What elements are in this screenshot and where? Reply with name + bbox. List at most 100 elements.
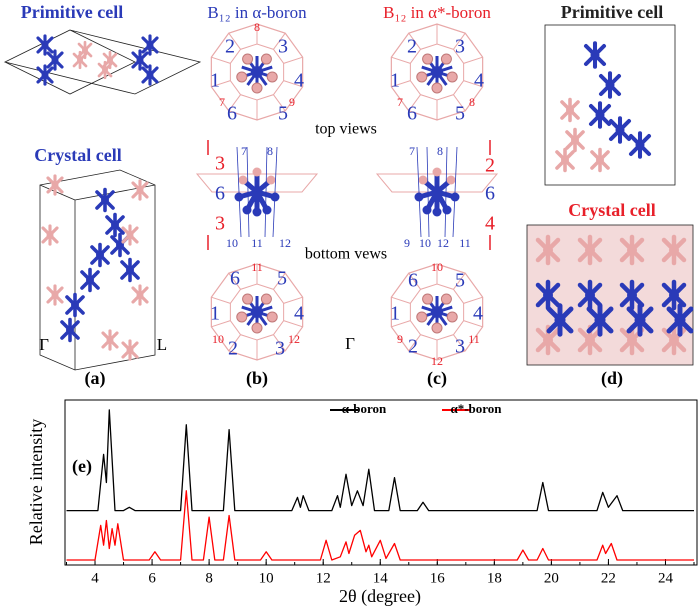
site-number: 2 (407, 36, 417, 58)
panel-b-title: B₁₂ in α-boron (207, 3, 307, 22)
panel-d-primitive-title: Primitive cell (561, 2, 663, 22)
atom (236, 311, 248, 323)
site-number: 10 (419, 236, 431, 250)
atom-cluster (577, 279, 603, 311)
spoke (463, 320, 483, 328)
atom (41, 41, 49, 49)
site-number: 8 (267, 144, 273, 158)
site-number: 3 (215, 213, 225, 235)
atom-cluster (90, 242, 110, 268)
site-number: 3 (278, 36, 288, 58)
atom (594, 314, 606, 326)
site-number: 2 (225, 36, 235, 58)
series-line (66, 409, 694, 512)
panel-c-title: B₁₂ in α*-boron (383, 3, 491, 22)
atom (605, 80, 615, 90)
site-number: 7 (219, 95, 225, 109)
atom (543, 335, 553, 345)
site-number: 2 (408, 336, 418, 358)
atom (585, 245, 595, 255)
y-axis-label: Relative intensity (26, 419, 46, 545)
atom-cluster (661, 279, 687, 311)
site-number: 4 (485, 213, 495, 235)
atom (432, 207, 442, 217)
atom (674, 314, 686, 326)
site-number: 2 (485, 155, 495, 177)
site-number: 11 (459, 236, 471, 250)
atom (41, 71, 49, 79)
atom-cluster (120, 257, 140, 283)
site-number: 5 (278, 103, 288, 125)
site-number: 6 (230, 268, 240, 290)
atom (251, 306, 263, 318)
atom (561, 156, 569, 164)
atom (107, 57, 113, 63)
plot-frame (64, 399, 698, 566)
atom (71, 301, 79, 309)
atom (446, 175, 456, 185)
atom (595, 110, 605, 120)
atom (96, 251, 104, 259)
spoke (391, 296, 411, 304)
spoke (273, 334, 286, 352)
atom (422, 53, 434, 65)
site-number: 5 (455, 103, 465, 125)
cell-outline (526, 224, 694, 366)
atom-cluster (141, 64, 159, 86)
atom-cluster (608, 116, 632, 144)
x-tick-label: 12 (316, 570, 331, 586)
atom (102, 67, 108, 73)
site-number: 7 (397, 95, 403, 109)
panel-a-crystal-title: Crystal cell (34, 145, 121, 165)
site-number: 3 (275, 338, 285, 360)
atom (252, 167, 262, 177)
cell-edge (39, 184, 76, 201)
atom (418, 175, 428, 185)
spoke (283, 80, 303, 88)
site-number: 4 (474, 70, 484, 92)
atom (543, 290, 553, 300)
atom (431, 66, 443, 78)
atom (446, 71, 458, 83)
spoke (228, 32, 241, 50)
axis-line (272, 146, 278, 238)
atom (111, 221, 119, 229)
site-number: 7 (241, 144, 247, 158)
spoke (211, 320, 231, 328)
atom (416, 311, 428, 323)
atom (446, 311, 458, 323)
atom (431, 82, 443, 94)
atom-cluster (131, 284, 149, 306)
x-tick-label: 20 (544, 570, 559, 586)
site-number: 11 (251, 260, 263, 274)
atom (590, 50, 600, 60)
site-number: 4 (473, 303, 483, 325)
spoke (273, 32, 286, 50)
atom-cluster (535, 324, 561, 356)
atom (126, 231, 134, 239)
atom-cluster (565, 127, 585, 153)
atom (615, 125, 625, 135)
atom (136, 186, 144, 194)
spoke (273, 94, 286, 112)
x-tick-label: 14 (373, 570, 389, 586)
site-number: 10 (212, 332, 224, 346)
atom-cluster (590, 147, 610, 173)
atom-cluster (105, 212, 125, 238)
atom (266, 311, 278, 323)
axis-line (426, 146, 430, 238)
decagon-view (210, 23, 304, 121)
decagon-view (210, 263, 304, 361)
atom (262, 205, 272, 215)
atom (596, 156, 604, 164)
site-number: 6 (227, 103, 237, 125)
spoke (463, 80, 483, 88)
atom (242, 205, 252, 215)
atom (46, 231, 54, 239)
axis-line (264, 146, 268, 238)
spoke (408, 32, 421, 50)
x-tick-label: 18 (487, 570, 502, 586)
site-number: 12 (437, 236, 449, 250)
spoke (453, 94, 466, 112)
